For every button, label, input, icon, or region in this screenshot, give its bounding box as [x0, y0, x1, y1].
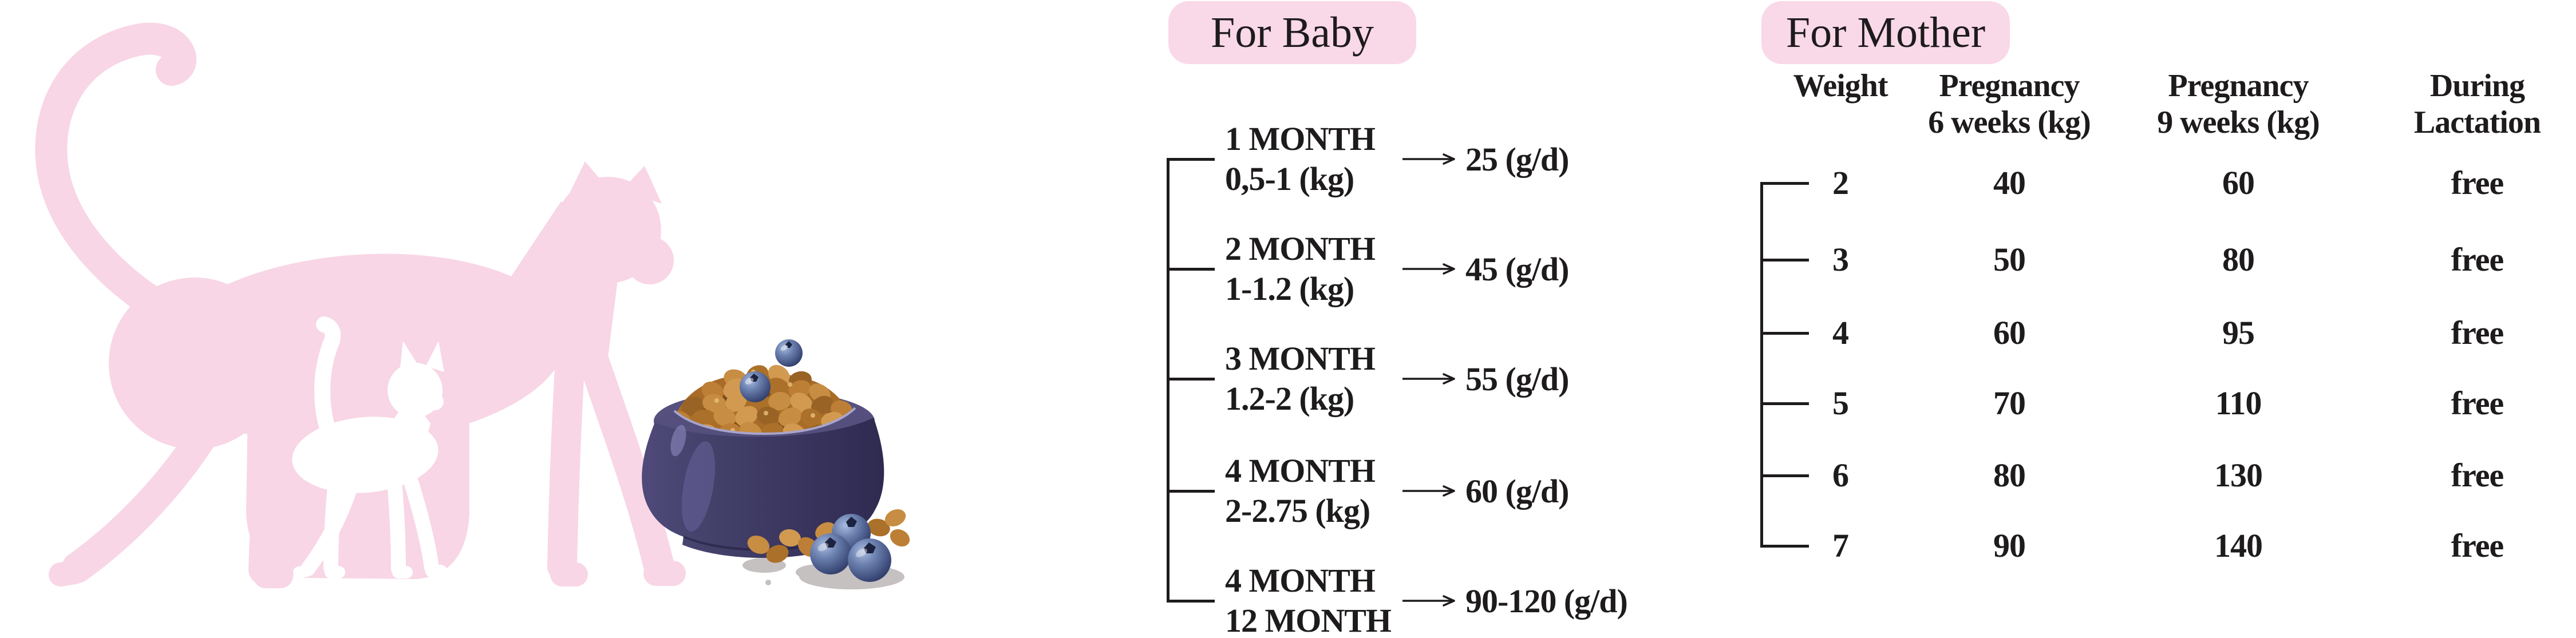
mother-p9: 140 [2214, 527, 2263, 564]
mother-tick-3 [1760, 332, 1809, 335]
mother-weight: 6 [1832, 457, 1849, 494]
for-baby-title: For Baby [1211, 8, 1374, 57]
baby-tick-3 [1167, 378, 1215, 381]
baby-row-label: 4 MONTH 12 MONTH [1225, 562, 1392, 638]
mother-bracket-line [1760, 182, 1763, 548]
kitten-silhouette [292, 316, 447, 578]
arrow-right-icon [1402, 373, 1455, 385]
mother-p9: 110 [2215, 385, 2262, 422]
mother-tick-2 [1760, 259, 1809, 261]
arrow-right-icon [1402, 263, 1455, 275]
baby-tick-2 [1167, 268, 1215, 271]
blueberry-falling [775, 339, 803, 367]
mother-tick-4 [1760, 402, 1809, 405]
blueberry-on-pile [740, 371, 771, 402]
mother-cat-silhouette [35, 22, 686, 588]
mother-lactation: free [2451, 457, 2504, 494]
mother-weight: 7 [1832, 527, 1849, 564]
arrow-right-icon [1402, 595, 1455, 607]
mother-col-header-pregnancy-9w: Pregnancy 9 weeks (kg) [2157, 68, 2320, 140]
baby-row-label: 3 MONTH 1.2-2 (kg) [1225, 340, 1376, 417]
mother-p6: 80 [1993, 457, 2026, 494]
mother-p6: 60 [1993, 314, 2026, 351]
mother-tick-5 [1760, 474, 1809, 477]
mother-weight: 5 [1832, 385, 1849, 422]
mother-lactation: free [2451, 385, 2504, 422]
mother-lactation: free [2451, 314, 2504, 351]
mother-col-header-weight: Weight [1793, 68, 1888, 104]
baby-tick-1 [1167, 158, 1215, 161]
baby-row-value: 45 (g/d) [1465, 250, 1569, 288]
baby-row-label: 1 MONTH 0,5-1 (kg) [1225, 120, 1376, 197]
mother-lactation: free [2451, 527, 2504, 564]
mother-lactation: free [2451, 164, 2504, 201]
mother-weight: 3 [1832, 241, 1849, 278]
mother-p9: 95 [2222, 314, 2255, 351]
mother-p9: 80 [2222, 241, 2255, 278]
arrow-right-icon [1402, 153, 1455, 165]
baby-row-value: 60 (g/d) [1465, 472, 1569, 510]
mother-tick-1 [1760, 182, 1809, 185]
blueberry-cluster [810, 514, 891, 582]
for-baby-badge: For Baby [1168, 1, 1416, 64]
mother-weight: 4 [1832, 314, 1849, 351]
mother-p6: 50 [1993, 241, 2026, 278]
baby-row-label: 2 MONTH 1-1.2 (kg) [1225, 230, 1376, 307]
mother-weight: 2 [1832, 164, 1849, 201]
mother-p6: 70 [1993, 385, 2026, 422]
food-bowl-illustration [642, 339, 910, 589]
baby-tick-5 [1167, 600, 1215, 603]
baby-row-value: 25 (g/d) [1465, 140, 1569, 178]
mother-p6: 40 [1993, 164, 2026, 201]
mother-p6: 90 [1993, 527, 2026, 564]
baby-row-label: 4 MONTH 2-2.75 (kg) [1225, 452, 1376, 529]
mother-p9: 130 [2214, 457, 2263, 494]
mother-cat-with-kitten-illustration [35, 22, 686, 588]
mother-lactation: free [2451, 241, 2504, 278]
mother-col-header-pregnancy-6w: Pregnancy 6 weeks (kg) [1928, 68, 2091, 140]
mother-col-header-lactation: During Lactation [2413, 68, 2541, 140]
mother-p9: 60 [2222, 164, 2255, 201]
baby-tick-4 [1167, 490, 1215, 493]
for-mother-badge: For Mother [1761, 1, 2010, 64]
for-mother-title: For Mother [1785, 8, 1986, 57]
mother-tick-6 [1760, 545, 1809, 548]
baby-row-value: 55 (g/d) [1465, 360, 1569, 398]
arrow-right-icon [1402, 485, 1455, 497]
baby-row-value: 90-120 (g/d) [1465, 582, 1628, 620]
